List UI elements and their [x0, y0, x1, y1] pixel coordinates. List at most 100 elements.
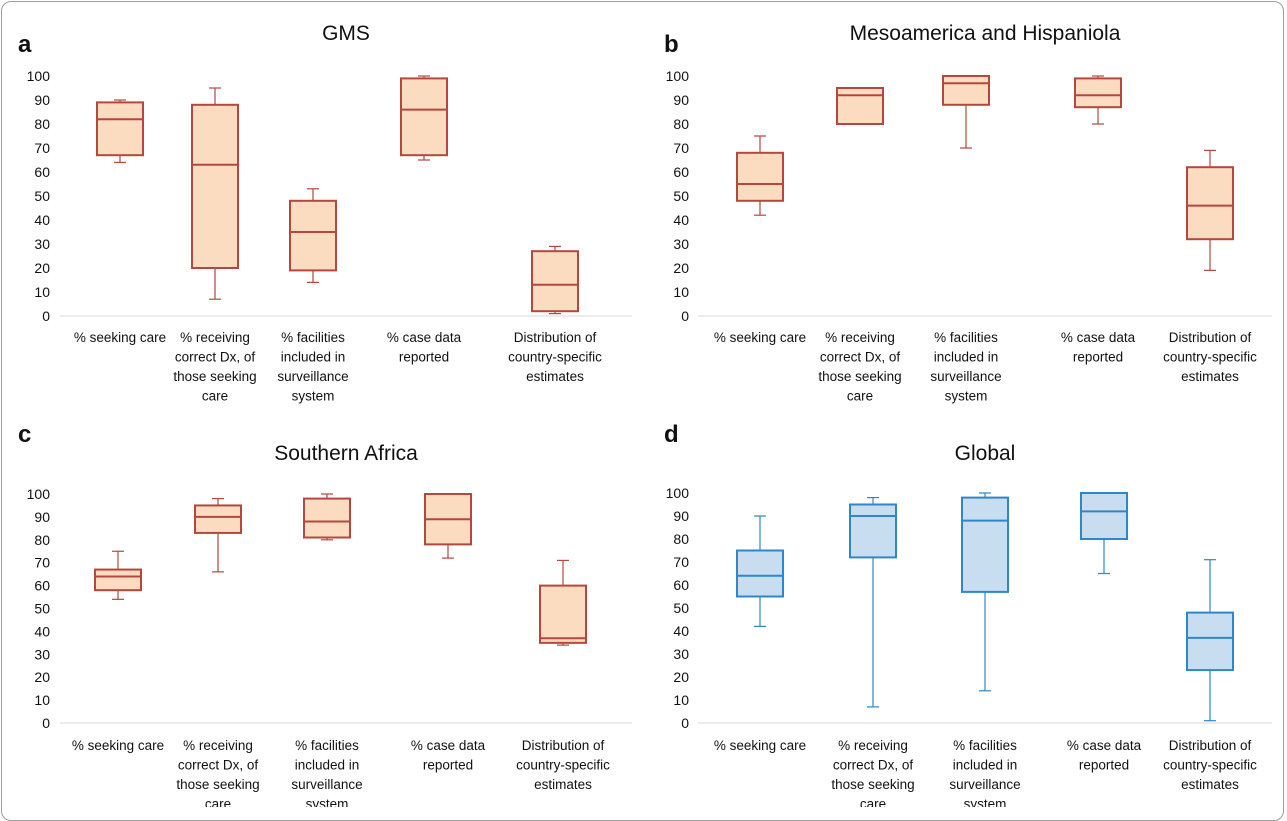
y-tick-label: 0	[681, 715, 689, 731]
category-label-line: those seeking	[818, 369, 901, 384]
iqr-box	[194, 504, 242, 534]
y-tick-label: 20	[673, 669, 689, 685]
category-label-line: % case data	[1061, 330, 1136, 345]
panel-title: GMS	[322, 22, 370, 45]
iqr-box	[191, 103, 239, 269]
y-tick-label: 0	[42, 308, 50, 324]
category-label-line: reported	[1079, 758, 1129, 773]
category-label-line: correct Dx, of	[175, 350, 256, 365]
category-label-line: % receiving	[838, 738, 908, 753]
y-tick-label: 60	[673, 577, 689, 593]
y-tick-label: 80	[673, 116, 689, 132]
y-tick-label: 100	[666, 485, 690, 501]
category-label-line: those seeking	[173, 369, 256, 384]
y-tick-label: 70	[34, 555, 50, 571]
box-4	[1074, 75, 1122, 125]
y-tick-label: 40	[673, 623, 689, 639]
category-label-line: estimates	[526, 369, 584, 384]
y-tick-label: 30	[673, 646, 689, 662]
category-label-line: Distribution of	[1169, 330, 1252, 345]
box-2	[836, 87, 884, 125]
y-tick-label: 100	[27, 486, 51, 502]
y-tick-label: 80	[34, 116, 50, 132]
category-label: Distribution of country-specific estimates	[508, 330, 602, 384]
category-label-line: surveillance	[277, 369, 348, 384]
category-label: Distribution of country-specific estimates	[1163, 330, 1257, 384]
panel-a: a GMS 0 10 20 30 40 50 60 70 80 90 100 % seeking care…	[18, 22, 632, 404]
panel-title: Mesoamerica and Hispaniola	[850, 22, 1121, 45]
iqr-box	[836, 87, 884, 125]
category-label-line: system	[964, 797, 1007, 808]
y-tick-label: 0	[681, 308, 689, 324]
category-label-line: % case data	[411, 738, 486, 753]
category-label-line: care	[847, 389, 873, 404]
category-label-line: Distribution of	[514, 330, 597, 345]
y-tick-label: 30	[673, 236, 689, 252]
y-tick-label: 40	[34, 623, 50, 639]
y-tick-label: 50	[673, 600, 689, 616]
y-tick-label: 40	[34, 212, 50, 228]
iqr-box	[736, 151, 784, 202]
y-tick-label: 30	[34, 646, 50, 662]
iqr-box	[942, 75, 990, 106]
category-label-line: reported	[1073, 350, 1123, 365]
category-label-line: % seeking care	[714, 330, 806, 345]
category-label-line: included in	[934, 350, 999, 365]
iqr-box	[961, 496, 1009, 593]
box-2	[191, 87, 239, 300]
box-4	[1080, 492, 1128, 575]
iqr-box	[1074, 77, 1122, 109]
y-tick-label: 70	[673, 140, 689, 156]
box-3	[942, 75, 990, 149]
y-tick-label: 40	[673, 212, 689, 228]
y-tick-label: 80	[34, 532, 50, 548]
box-4	[400, 75, 448, 161]
category-label-line: % seeking care	[74, 330, 166, 345]
category-label-line: % facilities	[953, 738, 1017, 753]
category-label-line: % seeking care	[72, 738, 164, 753]
y-tick-label: 90	[34, 509, 50, 525]
iqr-box	[849, 503, 897, 559]
y-tick-label: 70	[673, 554, 689, 570]
category-label-line: country-specific	[516, 758, 610, 773]
category-label: % case data reported	[1061, 330, 1136, 365]
category-label-line: % facilities	[295, 738, 359, 753]
category-label-line: % facilities	[281, 330, 345, 345]
category-label-line: % receiving	[180, 330, 250, 345]
y-tick-label: 100	[666, 68, 690, 84]
category-label-line: correct Dx, of	[178, 758, 259, 773]
category-label: % facilities included in surveillance syste…	[291, 738, 362, 807]
iqr-box	[1186, 611, 1234, 672]
category-label-line: care	[202, 389, 228, 404]
panel-b: b Mesoamerica and Hispaniola 0 10 20 30 40 50 60…	[664, 22, 1272, 404]
category-label-line: correct Dx, of	[820, 350, 901, 365]
iqr-box	[1186, 166, 1234, 241]
iqr-box	[539, 584, 587, 644]
category-label-line: those seeking	[831, 777, 914, 792]
box-3	[303, 493, 351, 541]
category-label: % case data reported	[1067, 738, 1142, 773]
category-label: % facilities included in surveillance syste…	[949, 738, 1020, 807]
y-tick-label: 10	[673, 284, 689, 300]
category-label-line: reported	[423, 758, 473, 773]
category-label: % facilities included in surveillance syste…	[277, 330, 348, 404]
category-label-line: country-specific	[508, 350, 602, 365]
category-label-line: % case data	[387, 330, 462, 345]
box-1	[96, 99, 144, 163]
y-tick-label: 60	[34, 578, 50, 594]
y-tick-label: 50	[673, 188, 689, 204]
category-label-line: system	[945, 389, 988, 404]
y-tick-label: 70	[34, 140, 50, 156]
category-label-line: surveillance	[291, 777, 362, 792]
box-5	[531, 245, 579, 315]
iqr-box	[531, 250, 579, 313]
y-tick-label: 50	[34, 188, 50, 204]
y-tick-label: 60	[673, 164, 689, 180]
category-label: % case data reported	[387, 330, 462, 365]
category-label: % seeking care	[72, 738, 164, 753]
panel-title: Global	[955, 442, 1016, 465]
box-2	[849, 497, 897, 708]
box-4	[424, 493, 472, 559]
category-label-line: % seeking care	[714, 738, 806, 753]
category-label-line: included in	[953, 758, 1018, 773]
